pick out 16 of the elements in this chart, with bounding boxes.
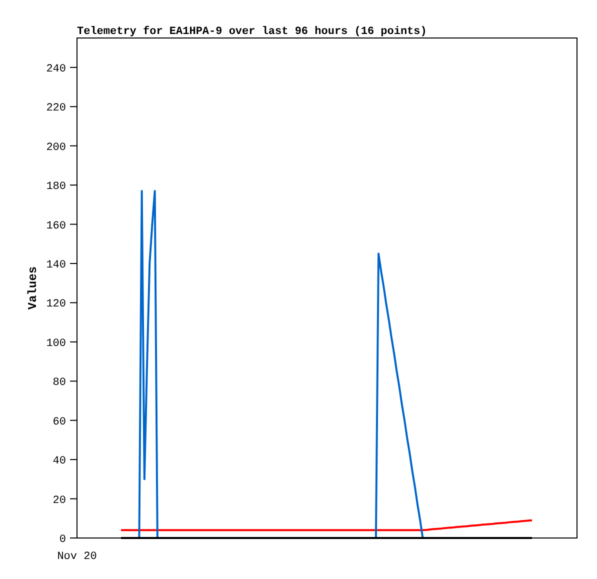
y-tick-label: 180 <box>46 181 66 194</box>
y-tick-label: 20 <box>52 494 66 507</box>
y-tick-label: 240 <box>46 63 66 76</box>
y-tick-label: 120 <box>46 298 66 311</box>
text: Nov 20 <box>57 551 97 563</box>
chart-title: Telemetry for EA1HPA-9 over last 96 hours (16 points) <box>77 25 427 38</box>
y-tick-label: 80 <box>52 377 66 390</box>
y-tick-label: 40 <box>52 456 66 468</box>
y-tick-label: 100 <box>46 338 66 350</box>
y-tick-label: 0 <box>59 534 66 546</box>
y-tick-label: 60 <box>52 416 66 428</box>
y-tick-label: 200 <box>46 142 66 154</box>
y-tick-label: 140 <box>46 259 66 272</box>
y-tick-label: 220 <box>46 102 66 115</box>
y-tick-label: 160 <box>46 220 66 232</box>
y-axis-title: Values <box>26 266 40 310</box>
